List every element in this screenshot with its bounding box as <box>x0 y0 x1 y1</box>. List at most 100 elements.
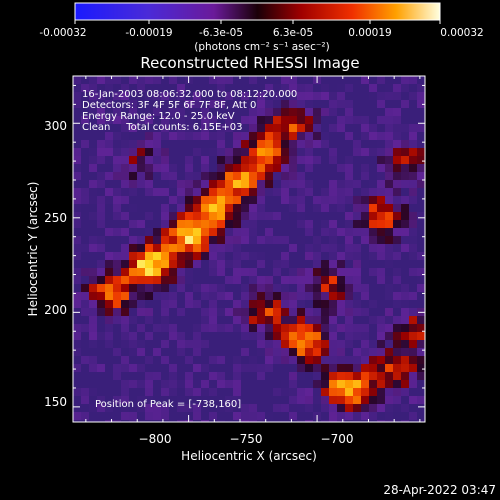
heatmap-cell <box>377 172 386 181</box>
heatmap-cell <box>321 340 330 349</box>
heatmap-cell <box>169 92 178 101</box>
heatmap-cell <box>73 156 82 165</box>
heatmap-cell <box>305 236 314 245</box>
heatmap-cell <box>361 236 370 245</box>
heatmap-cell <box>417 100 425 109</box>
heatmap-cell <box>153 148 162 157</box>
plot-timestamp: 28-Apr-2022 03:47 <box>383 483 496 497</box>
heatmap-cell <box>401 372 410 381</box>
heatmap-cell <box>153 108 162 117</box>
heatmap-cell <box>153 284 162 293</box>
heatmap-cell <box>153 220 162 229</box>
heatmap-cell <box>385 372 394 381</box>
heatmap-cell <box>97 116 106 125</box>
heatmap-cell <box>249 420 258 422</box>
heatmap-cell <box>89 276 98 285</box>
heatmap-cell <box>169 196 178 205</box>
heatmap-cell <box>377 380 386 389</box>
heatmap-cell <box>257 332 266 341</box>
heatmap-cell <box>81 260 90 269</box>
heatmap-cell <box>153 228 162 237</box>
heatmap-cell <box>193 308 202 317</box>
heatmap-cell <box>257 388 266 397</box>
heatmap-cell <box>297 276 306 285</box>
heatmap-cell <box>73 92 82 101</box>
heatmap-cell <box>361 268 370 277</box>
heatmap-cell <box>337 412 346 421</box>
heatmap-cell <box>129 116 138 125</box>
heatmap-cell <box>265 116 274 125</box>
heatmap-cell <box>153 212 162 221</box>
heatmap-cell <box>289 340 298 349</box>
heatmap-cell <box>265 140 274 149</box>
heatmap-cell <box>345 236 354 245</box>
heatmap-cell <box>329 316 338 325</box>
heatmap-cell <box>113 108 122 117</box>
heatmap-cell <box>369 276 378 285</box>
heatmap-cell <box>249 164 258 173</box>
heatmap-cell <box>409 404 418 413</box>
heatmap-cell <box>409 188 418 197</box>
heatmap-cell <box>337 252 346 261</box>
heatmap-cell <box>281 220 290 229</box>
heatmap-cell <box>97 100 106 109</box>
heatmap-cell <box>313 380 322 389</box>
heatmap-cell <box>121 284 130 293</box>
heatmap-cell <box>409 76 418 85</box>
heatmap-cell <box>321 220 330 229</box>
heatmap-cell <box>329 100 338 109</box>
heatmap-cell <box>225 236 234 245</box>
heatmap-cell <box>401 308 410 317</box>
heatmap-cell <box>385 268 394 277</box>
heatmap-cell <box>313 204 322 213</box>
heatmap-cell <box>361 372 370 381</box>
heatmap-cell <box>329 412 338 421</box>
heatmap-cell <box>201 180 210 189</box>
heatmap-cell <box>361 404 370 413</box>
heatmap-cell <box>209 284 218 293</box>
heatmap-cell <box>145 412 154 421</box>
heatmap-cell <box>337 260 346 269</box>
heatmap-cell <box>161 196 170 205</box>
heatmap-cell <box>249 404 258 413</box>
heatmap-cell <box>73 212 82 221</box>
heatmap-cell <box>193 380 202 389</box>
heatmap-cell <box>417 284 425 293</box>
heatmap-cell <box>97 124 106 133</box>
heatmap-cell <box>73 204 82 213</box>
heatmap-cell <box>201 244 210 253</box>
heatmap-cell <box>265 268 274 277</box>
heatmap-cell <box>81 332 90 341</box>
heatmap-cell <box>89 180 98 189</box>
heatmap-cell <box>81 92 90 101</box>
heatmap-cell <box>369 108 378 117</box>
heatmap-cell <box>185 300 194 309</box>
heatmap-cell <box>209 84 218 93</box>
heatmap-cell <box>161 188 170 197</box>
heatmap-cell <box>369 116 378 125</box>
heatmap-cell <box>369 404 378 413</box>
heatmap-cell <box>201 228 210 237</box>
heatmap-cell <box>121 292 130 301</box>
heatmap-cell <box>121 212 130 221</box>
heatmap-cell <box>401 404 410 413</box>
heatmap-cell <box>369 228 378 237</box>
heatmap-cell <box>353 228 362 237</box>
heatmap-cell <box>137 252 146 261</box>
heatmap-cell <box>273 204 282 213</box>
heatmap-cell <box>105 220 114 229</box>
heatmap-cell <box>385 356 394 365</box>
heatmap-cell <box>161 228 170 237</box>
heatmap-cell <box>185 228 194 237</box>
heatmap-cell <box>281 236 290 245</box>
heatmap-cell <box>337 100 346 109</box>
heatmap-cell <box>201 308 210 317</box>
heatmap-cell <box>281 412 290 421</box>
y-tick-label: 300 <box>44 119 67 133</box>
heatmap-cell <box>73 396 82 405</box>
heatmap-cell <box>145 364 154 373</box>
heatmap-cell <box>249 252 258 261</box>
heatmap-cell <box>257 156 266 165</box>
heatmap-cell <box>177 276 186 285</box>
heatmap-cell <box>289 364 298 373</box>
